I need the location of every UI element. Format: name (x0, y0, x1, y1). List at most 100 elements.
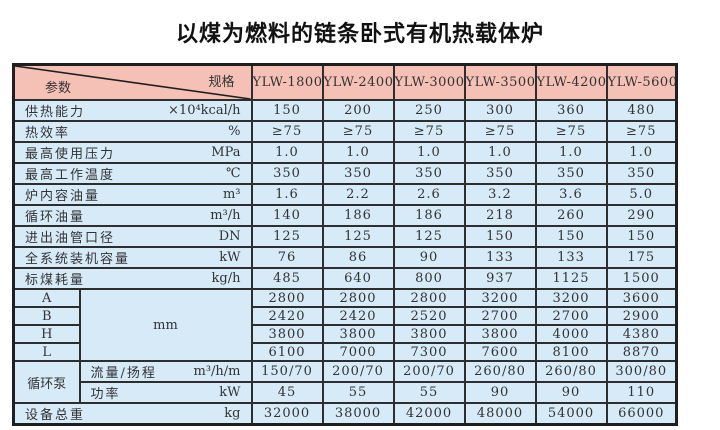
param-cell: 循环油量 m³/h (12, 204, 253, 227)
spec-value: 8870 (605, 342, 678, 362)
spec-value: 48000 (463, 402, 537, 426)
param-label: 功率 (90, 387, 121, 402)
spec-value: 133 (534, 246, 608, 269)
spec-value: 2800 (392, 288, 466, 308)
spec-value: 1.0 (605, 141, 678, 164)
spec-value: 3800 (392, 324, 466, 344)
spec-value: 66000 (605, 402, 678, 426)
spec-value: 90 (534, 381, 608, 404)
spec-value: 1.0 (392, 141, 466, 164)
param-cell: 最高工作温度 ℃ (12, 162, 253, 185)
spec-value: 300/80 (605, 360, 678, 383)
spec-value: 2.2 (321, 183, 395, 206)
param-cell: 热效率 % (12, 120, 253, 143)
param-cell: 进出油管口径 DN (12, 225, 253, 248)
spec-value: 350 (605, 162, 678, 185)
dim-label: H (12, 324, 81, 344)
spec-value: 360 (534, 99, 608, 122)
spec-value: 8100 (534, 342, 608, 362)
spec-value: 2520 (392, 306, 466, 326)
param-cell: 供热能力 ×10⁴kcal/h (12, 99, 253, 122)
spec-value: 7600 (463, 342, 537, 362)
spec-value: 2420 (321, 306, 395, 326)
spec-value: 42000 (392, 402, 466, 426)
spec-value: 125 (321, 225, 395, 248)
spec-value: 133 (463, 246, 537, 269)
param-cell: 功率 kW (78, 381, 253, 404)
param-unit: ℃ (225, 166, 241, 181)
spec-value: 300 (463, 99, 537, 122)
table-row: B 2420 2420 2520 2700 2700 2900 (12, 306, 678, 326)
param-cell: 最高使用压力 MPa (12, 141, 253, 164)
spec-value: 76 (250, 246, 324, 269)
table-row: 热效率 % ≥75 ≥75 ≥75 ≥75 ≥75 ≥75 (12, 120, 678, 143)
spec-value: 290 (605, 204, 678, 227)
spec-value: 2420 (250, 306, 324, 326)
spec-value: 55 (321, 381, 395, 404)
spec-value: 45 (250, 381, 324, 404)
spec-value: 1.0 (321, 141, 395, 164)
param-label: 设备总重 (25, 408, 86, 423)
model-header: YLW-5600 (605, 63, 678, 101)
spec-value: 55 (392, 381, 466, 404)
corner-label-spec: 规格 (208, 75, 235, 90)
spec-value: 260/80 (534, 360, 608, 383)
param-unit: m³/h (210, 208, 241, 223)
spec-value: 90 (392, 246, 466, 269)
spec-value: 350 (392, 162, 466, 185)
table-row: A mm 2800 2800 2800 3200 3200 3600 (12, 288, 678, 362)
param-unit: MPa (211, 145, 241, 160)
param-cell: 流量/扬程 m³/h/m (78, 360, 253, 383)
table-row: 进出油管口径 DN 125 125 125 150 150 150 (12, 225, 678, 248)
dim-label: A (12, 288, 81, 308)
spec-value: 1.6 (250, 183, 324, 206)
param-unit: % (228, 124, 241, 139)
spec-value: 125 (250, 225, 324, 248)
spec-value: 1125 (534, 267, 608, 290)
spec-value: 218 (463, 204, 537, 227)
param-label: 热效率 (25, 126, 71, 141)
spec-value: 86 (321, 246, 395, 269)
spec-value: 1500 (605, 267, 678, 290)
spec-value: 5.0 (605, 183, 678, 206)
spec-value: 3200 (463, 288, 537, 308)
dim-label: B (12, 306, 81, 326)
param-label: 流量/扬程 (90, 366, 157, 381)
spec-value: 2700 (534, 306, 608, 326)
spec-value: 260 (534, 204, 608, 227)
spec-value: ≥75 (250, 120, 324, 143)
param-label: 炉内容油量 (25, 189, 101, 204)
param-unit: kg/h (211, 271, 241, 286)
param-cell: 设备总重 kg (12, 402, 253, 426)
dim-label: L (12, 342, 81, 362)
spec-value: ≥75 (392, 120, 466, 143)
spec-value: 640 (321, 267, 395, 290)
param-unit: m³/h/m (193, 364, 241, 379)
spec-value: ≥75 (463, 120, 537, 143)
spec-value: ≥75 (605, 120, 678, 143)
spec-value: 6100 (250, 342, 324, 362)
spec-value: ≥75 (534, 120, 608, 143)
spec-value: 186 (321, 204, 395, 227)
spec-value: 3200 (534, 288, 608, 308)
spec-value: 1.0 (250, 141, 324, 164)
spec-value: 350 (534, 162, 608, 185)
spec-value: 7300 (392, 342, 466, 362)
model-header: YLW-1800 (250, 63, 324, 101)
spec-value: 2700 (463, 306, 537, 326)
table-row: 循环油量 m³/h 140 186 186 218 260 290 (12, 204, 678, 227)
table-row: H 3800 3800 3800 3800 4000 4380 (12, 324, 678, 344)
spec-value: 350 (250, 162, 324, 185)
param-label: 进出油管口径 (25, 231, 116, 246)
param-unit: kW (219, 250, 241, 265)
param-cell: 炉内容油量 m³ (12, 183, 253, 206)
spec-value: 3.6 (534, 183, 608, 206)
spec-value: 7000 (321, 342, 395, 362)
param-label: 循环油量 (25, 210, 86, 225)
spec-value: 937 (463, 267, 537, 290)
table-row: 设备总重 kg 32000 38000 42000 48000 54000 66… (12, 402, 678, 426)
table-row: 最高使用压力 MPa 1.0 1.0 1.0 1.0 1.0 1.0 (12, 141, 678, 164)
spec-table: 规格 参数 YLW-1800 YLW-2400 YLW-3000 YLW-350… (12, 63, 678, 426)
spec-value: 200/70 (392, 360, 466, 383)
spec-value: 200 (321, 99, 395, 122)
